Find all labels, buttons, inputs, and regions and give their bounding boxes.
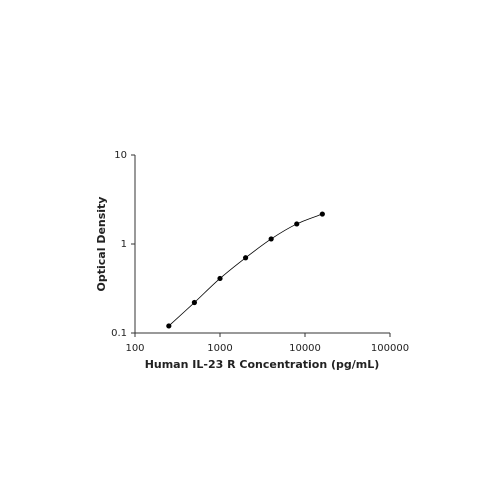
y-tick-label: 10 [114, 150, 127, 161]
x-tick-label: 100 [125, 343, 144, 354]
x-tick-label: 10000 [289, 343, 321, 354]
y-tick-label: 0.1 [111, 328, 127, 339]
data-point [294, 221, 300, 227]
data-point [268, 236, 274, 242]
x-tick-label: 100000 [371, 343, 409, 354]
data-point [166, 323, 172, 329]
data-point [191, 299, 198, 306]
x-axis-label: Human IL-23 R Concentration (pg/mL) [145, 358, 380, 371]
x-tick-label: 1000 [207, 343, 232, 354]
data-point [319, 211, 325, 217]
data-point [217, 275, 223, 282]
data-point [242, 255, 249, 261]
y-tick-label: 1 [121, 239, 127, 250]
y-axis-label: Optical Density [95, 197, 108, 292]
